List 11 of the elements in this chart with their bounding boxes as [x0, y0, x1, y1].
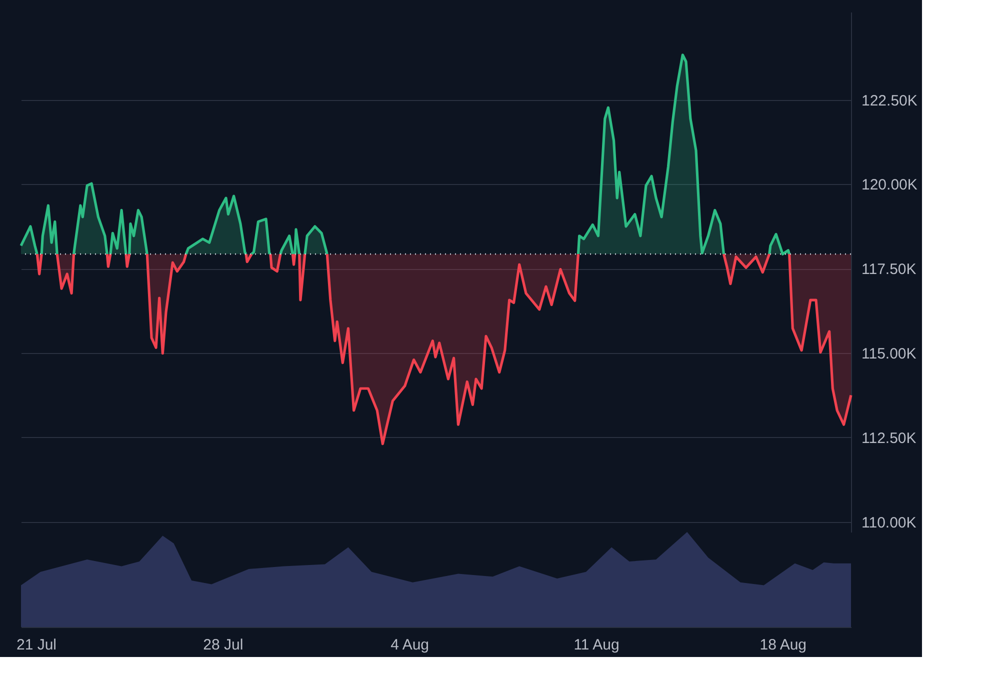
- x-tick-label: 4 Aug: [390, 636, 430, 654]
- y-tick-label: 112.50K: [862, 430, 916, 447]
- x-tick-label: 21 Jul: [16, 636, 57, 654]
- x-tick-label: 11 Aug: [574, 636, 620, 654]
- y-tick-label: 120.00K: [862, 176, 918, 194]
- x-tick-label: 18 Aug: [760, 636, 807, 654]
- y-tick-label: 122.50K: [862, 92, 918, 110]
- y-tick-label: 115.00K: [862, 346, 916, 363]
- x-tick-label: 28 Jul: [203, 636, 244, 654]
- y-tick-label: 110.00K: [862, 514, 916, 532]
- y-tick-label: 117.50K: [862, 261, 916, 278]
